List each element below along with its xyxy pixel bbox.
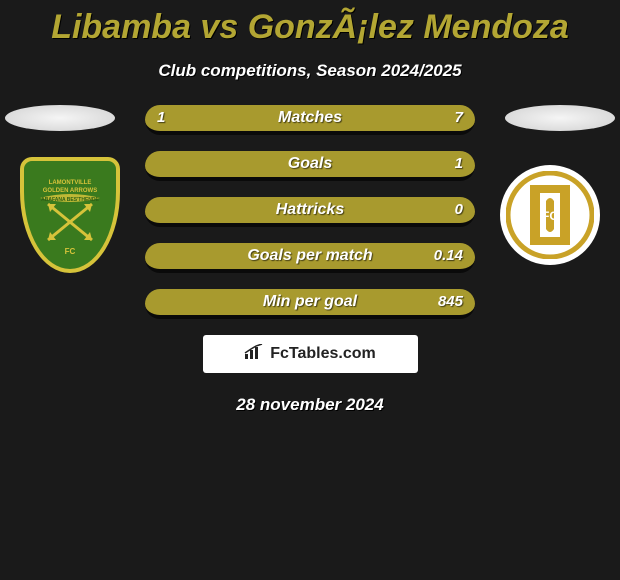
chart-icon bbox=[244, 344, 264, 365]
stat-row: Goals 1 bbox=[145, 151, 475, 181]
stat-row: Hattricks 0 bbox=[145, 197, 475, 227]
page-title: Libamba vs GonzÃ¡lez Mendoza bbox=[0, 0, 620, 47]
stat-right-value: 1 bbox=[455, 151, 463, 177]
right-club-crest-icon: FC bbox=[500, 165, 600, 265]
stat-label: Goals per match bbox=[145, 243, 475, 269]
svg-text:FC: FC bbox=[542, 209, 558, 223]
attribution-badge: FcTables.com bbox=[203, 335, 418, 373]
stat-right-value: 845 bbox=[438, 289, 463, 315]
attribution-text: FcTables.com bbox=[270, 345, 376, 363]
stat-label: Goals bbox=[145, 151, 475, 177]
player-oval-right bbox=[505, 105, 615, 131]
stat-row: 1 Matches 7 bbox=[145, 105, 475, 135]
svg-text:GOLDEN ARROWS: GOLDEN ARROWS bbox=[43, 188, 97, 194]
subtitle: Club competitions, Season 2024/2025 bbox=[0, 61, 620, 81]
stat-label: Hattricks bbox=[145, 197, 475, 223]
stat-right-value: 7 bbox=[455, 105, 463, 131]
comparison-panel: LAMONTVILLE GOLDEN ARROWS ABAFANA BES'TH… bbox=[0, 105, 620, 415]
stat-right-value: 0 bbox=[455, 197, 463, 223]
date-text: 28 november 2024 bbox=[0, 395, 620, 415]
stat-row: Goals per match 0.14 bbox=[145, 243, 475, 273]
stat-label: Matches bbox=[145, 105, 475, 131]
golden-arrows-shield-icon: LAMONTVILLE GOLDEN ARROWS ABAFANA BES'TH… bbox=[20, 157, 120, 273]
stat-row: Min per goal 845 bbox=[145, 289, 475, 319]
stat-right-value: 0.14 bbox=[434, 243, 463, 269]
team-badge-right: FC bbox=[500, 157, 600, 273]
svg-text:FC: FC bbox=[65, 247, 76, 256]
stats-bars: 1 Matches 7 Goals 1 Hattricks 0 Goals pe… bbox=[145, 105, 475, 319]
stat-label: Min per goal bbox=[145, 289, 475, 315]
svg-text:ABAFANA BES'THENDE: ABAFANA BES'THENDE bbox=[41, 197, 99, 203]
player-oval-left bbox=[5, 105, 115, 131]
team-badge-left: LAMONTVILLE GOLDEN ARROWS ABAFANA BES'TH… bbox=[20, 157, 120, 273]
svg-text:LAMONTVILLE: LAMONTVILLE bbox=[49, 180, 92, 186]
